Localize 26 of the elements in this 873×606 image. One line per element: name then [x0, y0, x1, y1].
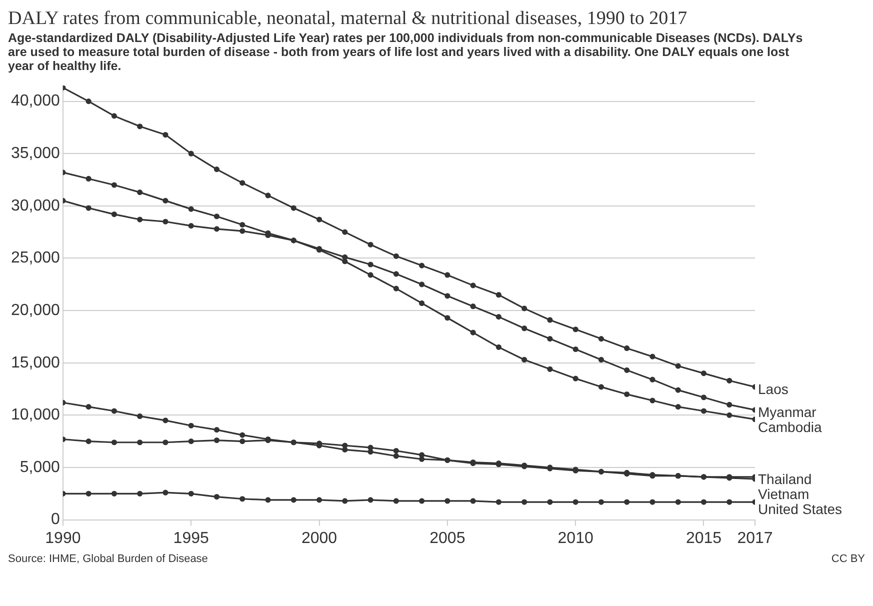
x-tick-label: 1995: [173, 530, 209, 547]
y-tick-label: 20,000: [11, 302, 60, 319]
y-tick-label: 0: [51, 511, 60, 528]
y-tick-label: 25,000: [11, 250, 60, 267]
y-tick-label: 5,000: [20, 458, 60, 476]
y-tick-label: 35,000: [11, 145, 60, 162]
series-label: Thailand: [758, 470, 812, 487]
series-label: Vietnam: [758, 486, 810, 502]
series-label: Cambodia: [758, 418, 822, 435]
x-tick-label: 2000: [301, 530, 338, 547]
series-label: Laos: [758, 380, 788, 397]
chart-title: DALY rates from communicable, neonatal, maternal & nutritional diseases, 1990 to 2017: [8, 8, 688, 29]
y-tick-label: 15,000: [11, 354, 60, 372]
x-tick-label: 2015: [686, 530, 722, 547]
source-note: Source: IHME, Global Burden of Disease: [8, 553, 208, 565]
series-label: United States: [758, 500, 842, 517]
x-tick-label: 2017: [737, 530, 773, 547]
series-label: Myanmar: [758, 404, 817, 420]
x-tick-label: 1990: [45, 530, 81, 547]
text: CC BY: [831, 553, 865, 565]
y-tick-label: 10,000: [11, 406, 60, 424]
chart-subtitle: Age-standardized DALY (Disability-Adjusted Life Year) rates per 100,000 individuals from non-communicable Diseases (NCDs). DALYs are used to measure total burden of disease - both from years of life lost and years lived with a disability. One DALY equals one lost year of healthy life.: [8, 31, 804, 73]
y-tick-label: 30,000: [11, 197, 60, 214]
y-tick-label: 40,000: [11, 92, 60, 110]
x-tick-label: 2010: [558, 530, 594, 547]
x-tick-label: 2005: [430, 530, 466, 547]
